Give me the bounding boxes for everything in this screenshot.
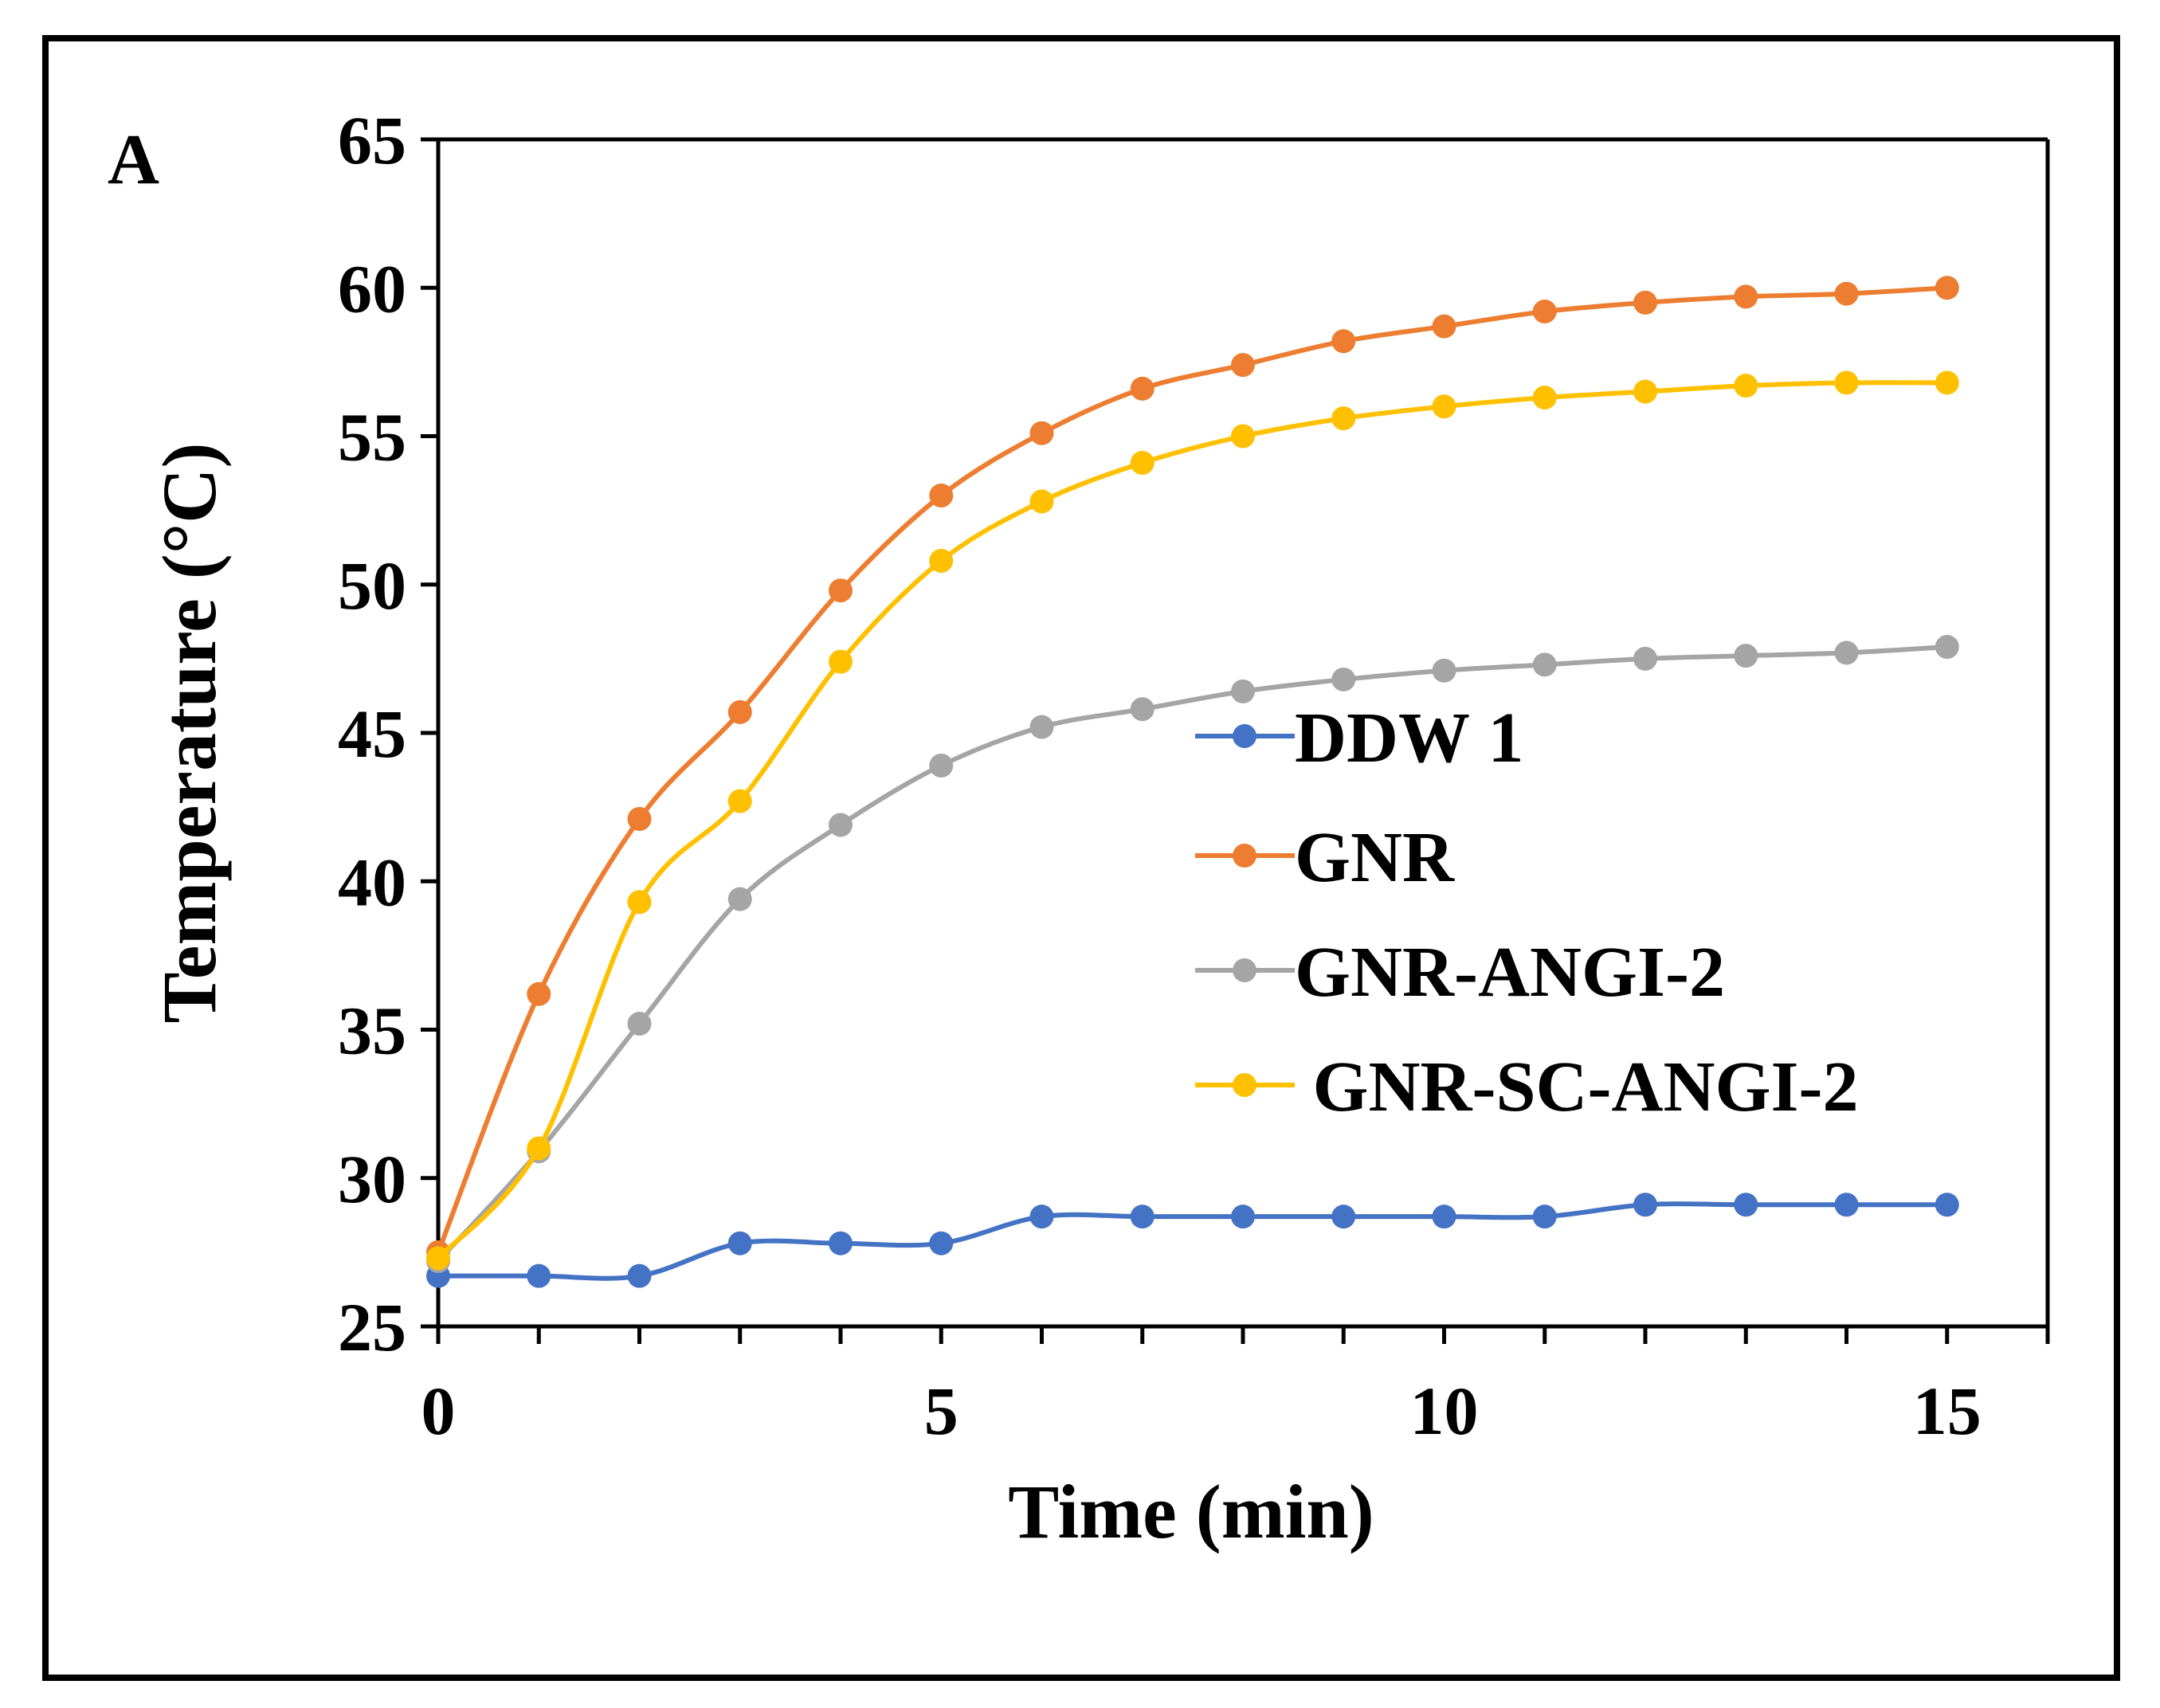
data-point-ddw-1 <box>1231 1205 1255 1229</box>
data-point-gnr-sc-angi-2 <box>829 649 853 674</box>
data-point-ddw-1 <box>1130 1205 1154 1229</box>
legend-swatch-marker <box>1233 844 1256 868</box>
legend-label: DDW 1 <box>1295 699 1524 778</box>
y-tick-label: 50 <box>338 547 406 624</box>
y-axis-label: Temperature (°C) <box>147 443 232 1024</box>
y-tick-label: 65 <box>338 102 406 178</box>
x-tick-label: 0 <box>421 1373 456 1449</box>
legend: DDW 1 GNR GNR-ANGI-2 GNR-SC-ANGI-2 <box>1195 699 1858 1126</box>
data-point-ddw-1 <box>1331 1205 1356 1229</box>
data-point-ddw-1 <box>1734 1193 1758 1217</box>
series-line-ddw-1 <box>437 1201 1947 1281</box>
series-ddw-1 <box>426 1193 1959 1288</box>
series-layer <box>426 276 1959 1288</box>
data-point-gnr-sc-angi-2 <box>1029 489 1054 514</box>
data-point-gnr <box>1532 300 1557 324</box>
y-tick-label: 30 <box>338 1141 406 1217</box>
data-point-ddw-1 <box>829 1231 853 1256</box>
data-point-gnr-sc-angi-2 <box>1935 370 1959 395</box>
data-point-ddw-1 <box>1633 1193 1657 1217</box>
y-tick-label: 45 <box>338 695 406 772</box>
data-point-gnr-sc-angi-2 <box>1331 406 1356 431</box>
data-point-gnr-angi-2 <box>1130 697 1154 722</box>
data-point-gnr-angi-2 <box>627 1012 652 1036</box>
legend-swatch-marker <box>1233 958 1256 982</box>
data-point-gnr-angi-2 <box>1331 667 1356 691</box>
legend-swatch-marker <box>1233 724 1256 748</box>
data-point-ddw-1 <box>929 1231 954 1256</box>
y-tick-label: 25 <box>338 1289 406 1365</box>
data-point-gnr-angi-2 <box>1834 640 1859 665</box>
data-point-gnr-sc-angi-2 <box>1231 424 1255 449</box>
data-point-ddw-1 <box>1935 1193 1959 1217</box>
data-point-ddw-1 <box>727 1231 752 1256</box>
legend-item-ddw-1: DDW 1 <box>1195 699 1524 778</box>
legend-label: GNR-ANGI-2 <box>1295 933 1725 1012</box>
data-point-gnr <box>1633 290 1657 315</box>
data-point-gnr <box>1432 314 1456 339</box>
data-point-gnr-angi-2 <box>1532 652 1557 677</box>
data-point-gnr <box>929 484 954 507</box>
panel-label: A <box>108 120 159 199</box>
x-axis-ticks: 0 5 10 15 <box>421 1326 2050 1449</box>
x-axis-label: Time (min) <box>1008 1469 1374 1554</box>
data-point-gnr-angi-2 <box>1432 658 1456 683</box>
data-point-ddw-1 <box>1432 1205 1456 1229</box>
legend-swatch-marker <box>1233 1073 1256 1097</box>
data-point-gnr-sc-angi-2 <box>1130 451 1154 476</box>
data-point-gnr <box>527 981 551 1006</box>
y-axis-ticks: 25 30 35 40 45 50 55 60 65 <box>338 102 438 1365</box>
data-point-ddw-1 <box>1029 1205 1054 1229</box>
legend-label: GNR-SC-ANGI-2 <box>1295 1048 1858 1126</box>
data-point-gnr-angi-2 <box>1633 646 1657 671</box>
data-point-gnr-sc-angi-2 <box>1633 379 1657 404</box>
legend-item-gnr: GNR <box>1195 818 1455 897</box>
data-point-gnr <box>1130 376 1154 401</box>
data-point-ddw-1 <box>527 1263 551 1288</box>
data-point-gnr <box>1331 329 1356 354</box>
data-point-gnr <box>627 807 652 832</box>
data-point-gnr-sc-angi-2 <box>426 1246 450 1271</box>
data-point-gnr-angi-2 <box>1029 715 1054 739</box>
data-point-gnr-angi-2 <box>1935 634 1959 659</box>
legend-item-gnr-sc-angi-2: GNR-SC-ANGI-2 <box>1195 1048 1858 1126</box>
data-point-gnr <box>1734 284 1758 309</box>
data-point-gnr <box>1029 421 1054 445</box>
data-point-gnr <box>1231 353 1255 378</box>
data-point-gnr <box>727 699 752 724</box>
data-point-gnr-sc-angi-2 <box>1432 394 1456 419</box>
data-point-gnr <box>829 578 853 603</box>
data-point-gnr-sc-angi-2 <box>929 548 954 573</box>
data-point-gnr-angi-2 <box>1231 679 1255 703</box>
legend-label: GNR <box>1295 818 1455 897</box>
data-point-ddw-1 <box>627 1263 652 1288</box>
data-point-gnr-sc-angi-2 <box>627 890 652 915</box>
data-point-gnr <box>1935 276 1959 300</box>
legend-item-gnr-angi-2: GNR-ANGI-2 <box>1195 933 1725 1012</box>
series-gnr-sc-angi-2 <box>426 370 1959 1271</box>
y-tick-label: 40 <box>338 844 406 920</box>
data-point-gnr-angi-2 <box>1734 644 1758 668</box>
y-tick-label: 60 <box>338 250 406 327</box>
data-point-gnr-sc-angi-2 <box>527 1136 551 1161</box>
x-tick-label: 15 <box>1913 1373 1982 1449</box>
data-point-gnr-sc-angi-2 <box>1532 386 1557 410</box>
data-point-gnr-angi-2 <box>727 887 752 911</box>
y-tick-label: 35 <box>338 993 406 1069</box>
x-tick-label: 5 <box>924 1373 958 1449</box>
data-point-ddw-1 <box>1532 1205 1557 1229</box>
y-tick-label: 55 <box>338 399 406 476</box>
data-point-gnr-angi-2 <box>829 813 853 837</box>
data-point-gnr <box>1834 281 1859 306</box>
data-point-gnr-sc-angi-2 <box>1734 374 1758 398</box>
data-point-gnr-sc-angi-2 <box>727 789 752 813</box>
x-tick-label: 10 <box>1410 1373 1479 1449</box>
data-point-gnr-angi-2 <box>929 753 954 778</box>
data-point-ddw-1 <box>1834 1193 1859 1217</box>
figure-frame <box>42 35 2120 1681</box>
data-point-gnr-sc-angi-2 <box>1834 370 1859 395</box>
